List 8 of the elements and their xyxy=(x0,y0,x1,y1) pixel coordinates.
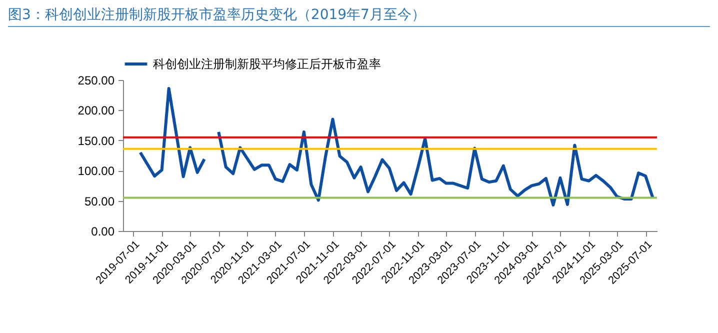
y-tick-label: 250.00 xyxy=(78,74,115,88)
y-tick-label: 100.00 xyxy=(78,164,115,178)
y-tick-label: 200.00 xyxy=(78,104,115,118)
y-tick-label: 0.00 xyxy=(91,224,115,238)
y-tick-label: 150.00 xyxy=(78,134,115,148)
legend-label: 科创创业注册制新股平均修正后开板市盈率 xyxy=(153,57,381,71)
chart-title: 图3：科创创业注册制新股开板市盈率历史变化（2019年7月至今） xyxy=(8,4,710,27)
y-tick-label: 50.00 xyxy=(84,194,115,208)
